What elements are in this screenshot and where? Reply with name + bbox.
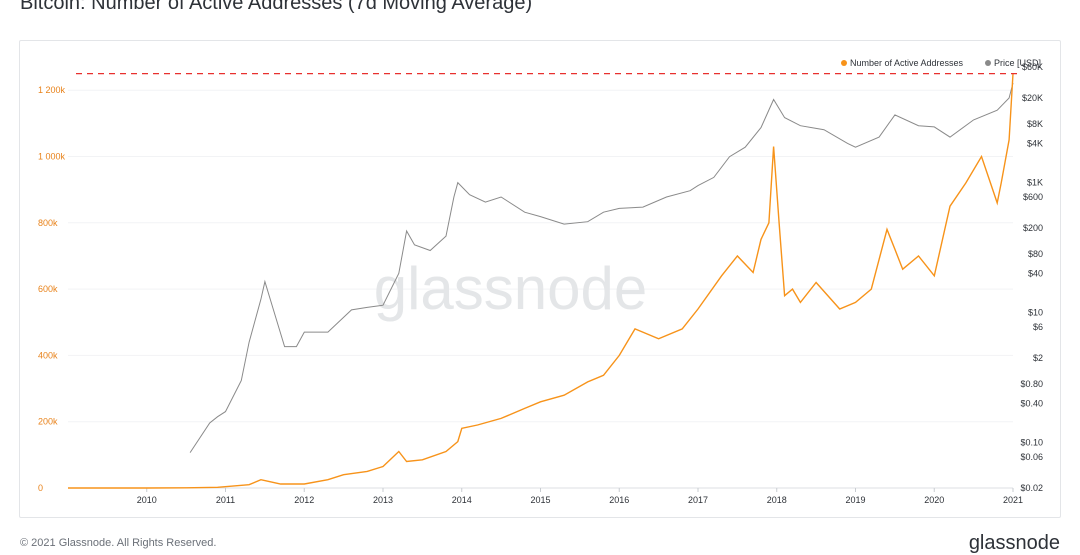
y-left-tick-label: 1 200k — [38, 85, 66, 95]
x-tick-label: 2017 — [688, 495, 708, 505]
x-tick-label: 2011 — [216, 495, 235, 505]
chart-svg: glassnode 0 200k 400k 600k 800k 1 000k 1 200k $6… — [38, 58, 1043, 505]
legend-label-price: Price [USD] — [994, 58, 1041, 68]
y-right-tick-label: $0.06 — [1020, 452, 1043, 462]
y-right-tick-label: $0.80 — [1020, 379, 1043, 389]
y-left-tick-label: 0 — [38, 483, 43, 493]
y-left-tick-label: 800k — [38, 218, 58, 228]
y-right-tick-label: $0.10 — [1020, 438, 1043, 448]
y-right-tick-label: $200 — [1023, 223, 1043, 233]
chart-card: glassnode 0 200k 400k 600k 800k 1 000k 1 200k $6… — [19, 40, 1061, 518]
y-left-tick-label: 600k — [38, 284, 58, 294]
x-tick-label: 2021 — [1003, 495, 1023, 505]
y-right-tick-label: $20K — [1022, 93, 1043, 103]
x-tick-label: 2019 — [845, 495, 865, 505]
y-right-tick-label: $4K — [1027, 138, 1043, 148]
legend-label-addresses: Number of Active Addresses — [850, 58, 964, 68]
y-right-tick-label: $60K — [1022, 62, 1043, 72]
y-left-tick-label: 200k — [38, 417, 58, 427]
legend-marker-price — [985, 60, 991, 66]
y-left-tick-label: 400k — [38, 350, 58, 360]
copyright-text: © 2021 Glassnode. All Rights Reserved. — [20, 537, 217, 549]
x-tick-label: 2013 — [373, 495, 393, 505]
chart-title: Bitcoin: Number of Active Addresses (7d … — [20, 0, 533, 14]
y-left-tick-label: 1 000k — [38, 152, 66, 162]
x-tick-label: 2010 — [137, 495, 157, 505]
y-right-tick-label: $2 — [1033, 353, 1043, 363]
glassnode-logo[interactable]: glassnode — [968, 532, 1060, 554]
x-tick-label: 2016 — [609, 495, 629, 505]
y-right-tick-label: $0.40 — [1020, 398, 1043, 408]
x-tick-label: 2020 — [924, 495, 944, 505]
price-series-line — [189, 82, 1014, 453]
y-right-tick-label: $8K — [1027, 119, 1043, 129]
y-right-tick-label: $6 — [1033, 322, 1043, 332]
x-tick-label: 2012 — [294, 495, 314, 505]
x-tick-label: 2014 — [452, 495, 472, 505]
x-tick-label: 2018 — [767, 495, 787, 505]
y-right-tick-label: $600 — [1023, 192, 1043, 202]
y-right-tick-label: $40 — [1028, 268, 1043, 278]
y-right-tick-label: $10 — [1028, 308, 1043, 318]
y-right-tick-label: $0.02 — [1020, 483, 1043, 493]
x-tick-label: 2015 — [530, 495, 550, 505]
y-right-tick-label: $80 — [1028, 249, 1043, 259]
y-right-tick-label: $1K — [1027, 178, 1043, 188]
watermark-text: glassnode — [374, 255, 648, 322]
active-addresses-series-line — [68, 73, 1014, 489]
legend-marker-addresses — [841, 60, 847, 66]
